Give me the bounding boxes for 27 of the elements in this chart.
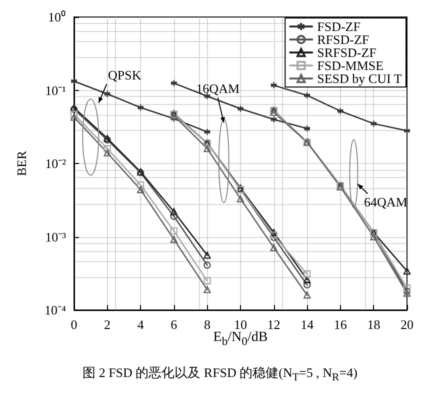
legend-label: SESD by CUI T xyxy=(317,71,402,86)
x-tick-label: 18 xyxy=(367,317,380,332)
annotation: 16QAM xyxy=(196,81,240,96)
legend-label: RFSD-ZF xyxy=(317,32,370,47)
x-tick-label: 20 xyxy=(400,317,414,332)
x-tick-label: 12 xyxy=(267,317,280,332)
y-tick-label: 10⁻⁴ xyxy=(44,302,66,318)
annotation: QPSK xyxy=(108,68,142,83)
y-tick-label: 10⁻¹ xyxy=(45,82,66,98)
y-axis-title: BER xyxy=(14,150,29,176)
x-tick-label: 10 xyxy=(234,317,247,332)
x-tick-label: 8 xyxy=(204,317,210,332)
x-tick-label: 14 xyxy=(300,317,314,332)
legend-label: FSD-ZF xyxy=(317,19,360,34)
legend-label: FSD-MMSE xyxy=(317,58,384,73)
x-tick-label: 2 xyxy=(104,317,111,332)
y-tick-label: 10⁰ xyxy=(48,10,66,24)
text: 图 2 FSD 的恶化以及 RFSD 的稳健(N$_{T}$=5 , N$_{R}$=4) xyxy=(82,364,358,384)
x-tick-label: 4 xyxy=(137,317,144,332)
x-tick-label: 6 xyxy=(170,317,178,332)
y-tick-label: 10⁻³ xyxy=(45,229,66,244)
annotation: 64QAM xyxy=(364,194,408,210)
x-tick-label: 0 xyxy=(70,317,78,332)
y-tick-label: 10⁻² xyxy=(45,156,66,171)
x-axis-title: E$_{b}$/N$_{0}$/dB xyxy=(213,330,268,348)
legend-label: SRFSD-ZF xyxy=(317,45,376,60)
x-tick-label: 16 xyxy=(334,317,348,332)
